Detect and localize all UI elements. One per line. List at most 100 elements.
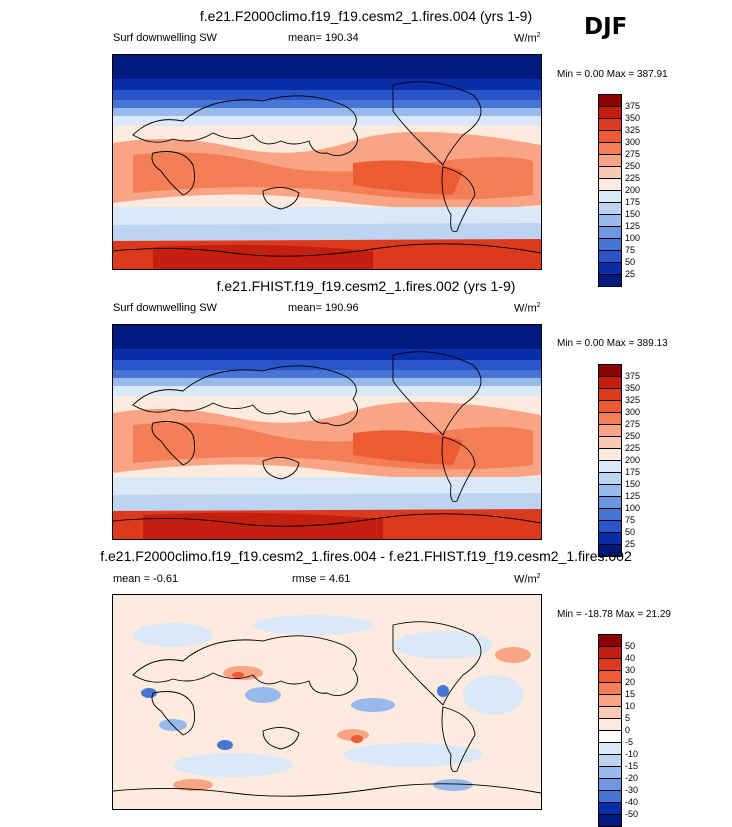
colorbar-swatch	[599, 202, 621, 214]
colorbar-swatch	[599, 365, 621, 376]
colorbar-level-label: 75	[625, 245, 636, 255]
colorbar-swatch	[599, 658, 621, 670]
panel-1-colorbar	[598, 94, 622, 287]
panel-2-units: W/m2	[514, 302, 541, 315]
panel-1-map	[112, 54, 542, 270]
panel-3-minmax: Min = -18.78 Max = 21.29	[557, 609, 671, 620]
colorbar-level-label: 225	[625, 173, 641, 183]
panel-1-map-canvas	[113, 55, 541, 269]
colorbar-swatch	[599, 706, 621, 718]
colorbar-level-label: 175	[625, 197, 641, 207]
colorbar-swatch	[599, 424, 621, 436]
colorbar-swatch	[599, 166, 621, 178]
colorbar-level-label: -40	[625, 797, 639, 807]
colorbar-level-label: 225	[625, 443, 641, 453]
colorbar-swatch	[599, 694, 621, 706]
colorbar-swatch	[599, 460, 621, 472]
colorbar-swatch	[599, 178, 621, 190]
colorbar-level-label: 20	[625, 677, 636, 687]
colorbar-level-label: 25	[625, 269, 636, 279]
colorbar-swatch	[599, 130, 621, 142]
colorbar-swatch	[599, 214, 621, 226]
panel-3-colorbar	[598, 634, 622, 827]
panel-2-map	[112, 324, 542, 540]
colorbar-swatch	[599, 532, 621, 544]
colorbar-level-label: -10	[625, 749, 639, 759]
colorbar-swatch	[599, 142, 621, 154]
colorbar-level-label: 200	[625, 455, 641, 465]
colorbar-level-label: 50	[625, 641, 636, 651]
panel-3-rmse: rmse = 4.61	[292, 573, 351, 585]
colorbar-swatch	[599, 496, 621, 508]
colorbar-level-label: 275	[625, 149, 641, 159]
colorbar-swatch	[599, 544, 621, 556]
panel-1-mean: mean= 190.34	[288, 32, 359, 44]
colorbar-swatch	[599, 262, 621, 274]
colorbar-level-label: 200	[625, 185, 641, 195]
colorbar-swatch	[599, 95, 621, 106]
colorbar-swatch	[599, 118, 621, 130]
colorbar-level-label: 350	[625, 383, 641, 393]
colorbar-level-label: 0	[625, 725, 631, 735]
colorbar-swatch	[599, 250, 621, 262]
colorbar-level-label: 150	[625, 479, 641, 489]
colorbar-swatch	[599, 520, 621, 532]
colorbar-swatch	[599, 766, 621, 778]
colorbar-swatch	[599, 436, 621, 448]
colorbar-swatch	[599, 635, 621, 646]
colorbar-level-label: -50	[625, 809, 639, 819]
colorbar-swatch	[599, 730, 621, 742]
colorbar-level-label: -5	[625, 737, 634, 747]
colorbar-swatch	[599, 106, 621, 118]
panel-1-minmax: Min = 0.00 Max = 387.91	[557, 69, 668, 80]
colorbar-swatch	[599, 790, 621, 802]
colorbar-swatch	[599, 802, 621, 814]
colorbar-level-label: 30	[625, 665, 636, 675]
colorbar-swatch	[599, 274, 621, 286]
panel-1-variable: Surf downwelling SW	[113, 32, 217, 44]
colorbar-level-label: 150	[625, 209, 641, 219]
colorbar-level-label: 100	[625, 503, 641, 513]
colorbar-level-label: 25	[625, 539, 636, 549]
panel-3-map-canvas	[113, 595, 541, 809]
colorbar-swatch	[599, 238, 621, 250]
colorbar-level-label: 10	[625, 701, 636, 711]
panel-2-colorbar	[598, 364, 622, 557]
panel-2-mean: mean= 190.96	[288, 302, 359, 314]
colorbar-level-label: 325	[625, 395, 641, 405]
colorbar-level-label: 50	[625, 257, 636, 267]
panel-2-minmax: Min = 0.00 Max = 389.13	[557, 338, 668, 349]
colorbar-swatch	[599, 376, 621, 388]
colorbar-level-label: 175	[625, 467, 641, 477]
colorbar-level-label: 300	[625, 137, 641, 147]
colorbar-level-label: 75	[625, 515, 636, 525]
colorbar-swatch	[599, 508, 621, 520]
panel-3-map	[112, 594, 542, 810]
panel-3-units: W/m2	[514, 573, 541, 586]
colorbar-swatch	[599, 154, 621, 166]
colorbar-swatch	[599, 190, 621, 202]
colorbar-swatch	[599, 754, 621, 766]
colorbar-swatch	[599, 226, 621, 238]
panel-2-title: f.e21.FHIST.f19_f19.cesm2_1.fires.002 (y…	[216, 278, 516, 294]
colorbar-swatch	[599, 472, 621, 484]
colorbar-level-label: 5	[625, 713, 631, 723]
colorbar-level-label: 375	[625, 101, 641, 111]
colorbar-level-label: 125	[625, 221, 641, 231]
colorbar-swatch	[599, 412, 621, 424]
colorbar-swatch	[599, 646, 621, 658]
colorbar-swatch	[599, 484, 621, 496]
colorbar-level-label: 350	[625, 113, 641, 123]
colorbar-swatch	[599, 778, 621, 790]
panel-2-variable: Surf downwelling SW	[113, 302, 217, 314]
colorbar-level-label: -30	[625, 785, 639, 795]
colorbar-swatch	[599, 718, 621, 730]
colorbar-swatch	[599, 400, 621, 412]
colorbar-level-label: 275	[625, 419, 641, 429]
colorbar-level-label: -20	[625, 773, 639, 783]
colorbar-swatch	[599, 670, 621, 682]
panel-1-units: W/m2	[514, 32, 541, 45]
colorbar-swatch	[599, 742, 621, 754]
colorbar-level-label: 125	[625, 491, 641, 501]
colorbar-level-label: 375	[625, 371, 641, 381]
